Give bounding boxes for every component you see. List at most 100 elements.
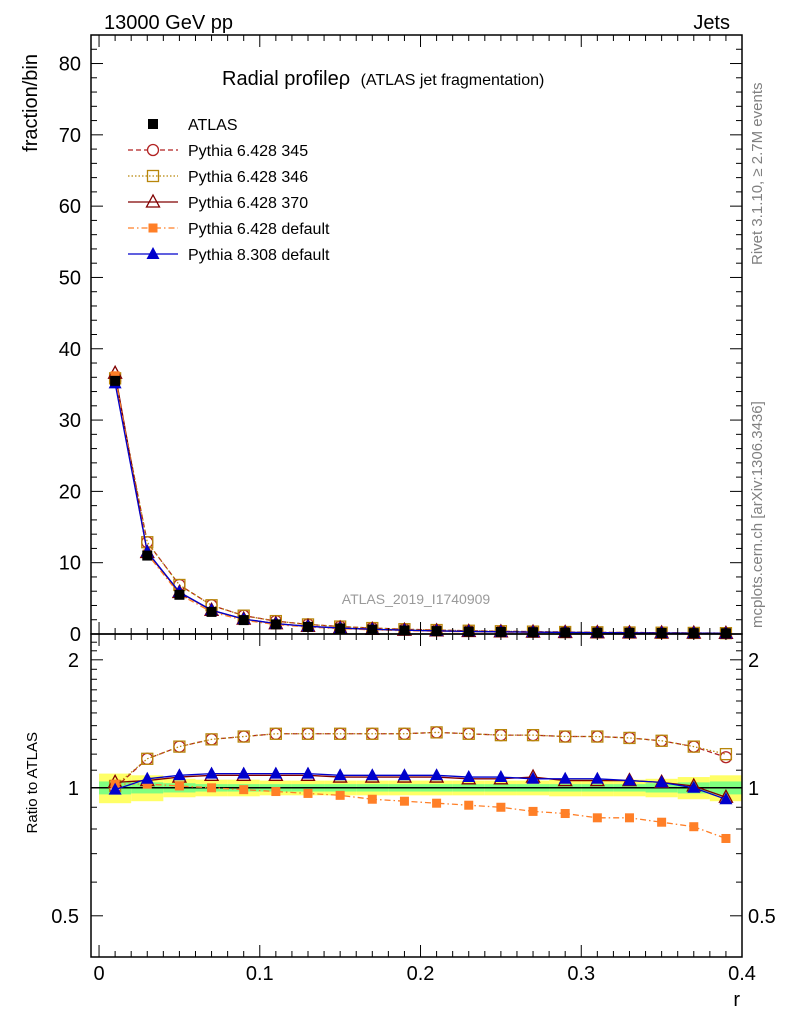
series-point-ratio-4: [205, 766, 219, 779]
legend-marker: [145, 193, 161, 208]
data-point-top: [303, 621, 313, 632]
data-point-top: [142, 550, 153, 561]
y-tick-label-top: 20: [59, 481, 81, 503]
series-point-ratio-1: [301, 727, 315, 740]
y-tick-label-ratio-right: 0.5: [748, 906, 776, 928]
series-point-ratio-4: [397, 768, 411, 781]
legend: ATLAS Pythia 6.428 345 Pythia 6.428 346 Pyt…: [128, 117, 330, 264]
y-tick-label-ratio: 1: [68, 778, 79, 800]
series-point-ratio-0: [719, 751, 733, 764]
series-point-ratio-1: [173, 740, 186, 753]
y-tick-label-top: 30: [59, 410, 81, 432]
series-point-ratio-1: [237, 730, 250, 743]
series-point-ratio-4: [108, 782, 122, 795]
legend-marker: [146, 143, 160, 157]
series-point-ratio-3: [367, 794, 377, 804]
series-point-ratio-0: [269, 727, 283, 740]
series-point-ratio-4: [301, 766, 315, 779]
y-tick-label-top: 80: [59, 54, 81, 76]
ratio-panel-frame: [90, 633, 743, 958]
y-tick-label-top: 10: [59, 553, 81, 575]
series-point-ratio-4: [237, 766, 251, 779]
series-point-ratio-1: [719, 747, 733, 761]
x-tick-label: 0: [93, 963, 104, 985]
series-point-ratio-3: [271, 787, 281, 797]
series-point-ratio-4: [526, 771, 540, 784]
series-point-ratio-4: [558, 771, 572, 784]
series-point-ratio-4: [172, 768, 186, 781]
x-tick-label: 0.3: [567, 963, 595, 985]
data-point-top: [174, 589, 185, 600]
y-axis-title-ratio: Ratio to ATLAS: [24, 732, 41, 833]
mcplots-credit-text: mcplots.cern.ch [arXiv:1306.3436]: [749, 401, 766, 628]
y-tick-label-top: 60: [59, 196, 81, 218]
legend-marker: [146, 247, 160, 259]
chart-title: Radial profileρ (ATLAS jet fragmentation…: [222, 68, 544, 90]
series-point-ratio-3: [496, 802, 506, 812]
series-point-ratio-3: [464, 800, 474, 810]
series-point-ratio-1: [333, 727, 347, 740]
series-point-ratio-3: [592, 813, 602, 823]
series-point-ratio-1: [141, 752, 154, 765]
y-tick-label-top: 70: [59, 125, 81, 147]
series-line-ratio-4: [114, 772, 727, 800]
y-tick-label-ratio: 0.5: [51, 906, 79, 928]
series-point-ratio-1: [687, 740, 700, 753]
series-point-ratio-4: [462, 770, 476, 783]
series-point-ratio-0: [430, 726, 443, 739]
axes: 0 0.1 0.2 0.3 0.4 0 10 20 30 40 50 60 70 80 0.5 0.5 1 1 2 2: [51, 34, 776, 985]
series-point-ratio-3: [399, 796, 409, 806]
chart-title-sub: (ATLAS jet fragmentation): [361, 72, 545, 89]
rivet-version-text: Rivet 3.1.10, ≥ 2.7M events: [749, 83, 766, 266]
series-point-ratio-3: [624, 813, 634, 823]
series-point-ratio-0: [173, 740, 186, 753]
data-point-top: [238, 615, 249, 626]
series-point-ratio-4: [269, 766, 283, 779]
series-point-ratio-4: [655, 775, 669, 788]
series-point-ratio-1: [430, 726, 443, 739]
x-tick-label: 0.4: [728, 963, 756, 985]
legend-label: Pythia 6.428 370: [188, 195, 308, 212]
legend-label: Pythia 6.428 default: [188, 221, 330, 238]
series-point-ratio-4: [719, 792, 733, 805]
series-point-ratio-0: [623, 731, 636, 745]
data-point-top: [270, 619, 281, 630]
series-point-ratio-4: [430, 768, 444, 781]
series-point-ratio-4: [622, 773, 636, 786]
series-point-ratio-4: [590, 771, 604, 784]
series-point-ratio-1: [559, 730, 572, 743]
x-tick-label: 0.1: [246, 963, 274, 985]
series-point-ratio-1: [494, 728, 508, 742]
series-point-ratio-1: [591, 730, 604, 743]
legend-label: Pythia 6.428 345: [188, 143, 308, 160]
y-axis-title-top: fraction/bin: [20, 54, 42, 152]
series-point-ratio-3: [174, 781, 184, 791]
header-left: 13000 GeV pp: [104, 12, 233, 34]
legend-label: Pythia 6.428 346: [188, 169, 308, 186]
series-point-top-3: [110, 371, 120, 381]
series-point-ratio-4: [365, 768, 379, 781]
data-point-top: [110, 375, 121, 386]
series-point-ratio-3: [142, 779, 152, 789]
series-point-ratio-3: [303, 788, 313, 798]
x-axis-title: r: [733, 989, 740, 1011]
series-point-ratio-3: [657, 817, 667, 827]
legend-marker: [148, 119, 158, 129]
series-point-ratio-1: [526, 728, 540, 742]
series-point-ratio-1: [462, 727, 475, 740]
series-point-ratio-0: [591, 730, 604, 743]
series-point-ratio-4: [333, 768, 347, 781]
series-point-ratio-1: [655, 734, 668, 747]
series-point-ratio-0: [462, 727, 475, 740]
y-tick-label-top: 50: [59, 267, 81, 289]
series-point-ratio-0: [301, 727, 315, 740]
series-point-ratio-3: [335, 790, 345, 800]
series-point-ratio-3: [560, 809, 570, 819]
series-point-ratio-4: [494, 770, 508, 783]
ratio-panel-content: [91, 726, 742, 843]
y-tick-label-ratio: 2: [68, 650, 79, 672]
chart-title-main: Radial profileρ: [222, 68, 350, 90]
header-right: Jets: [693, 12, 730, 34]
series-point-ratio-3: [207, 783, 217, 793]
